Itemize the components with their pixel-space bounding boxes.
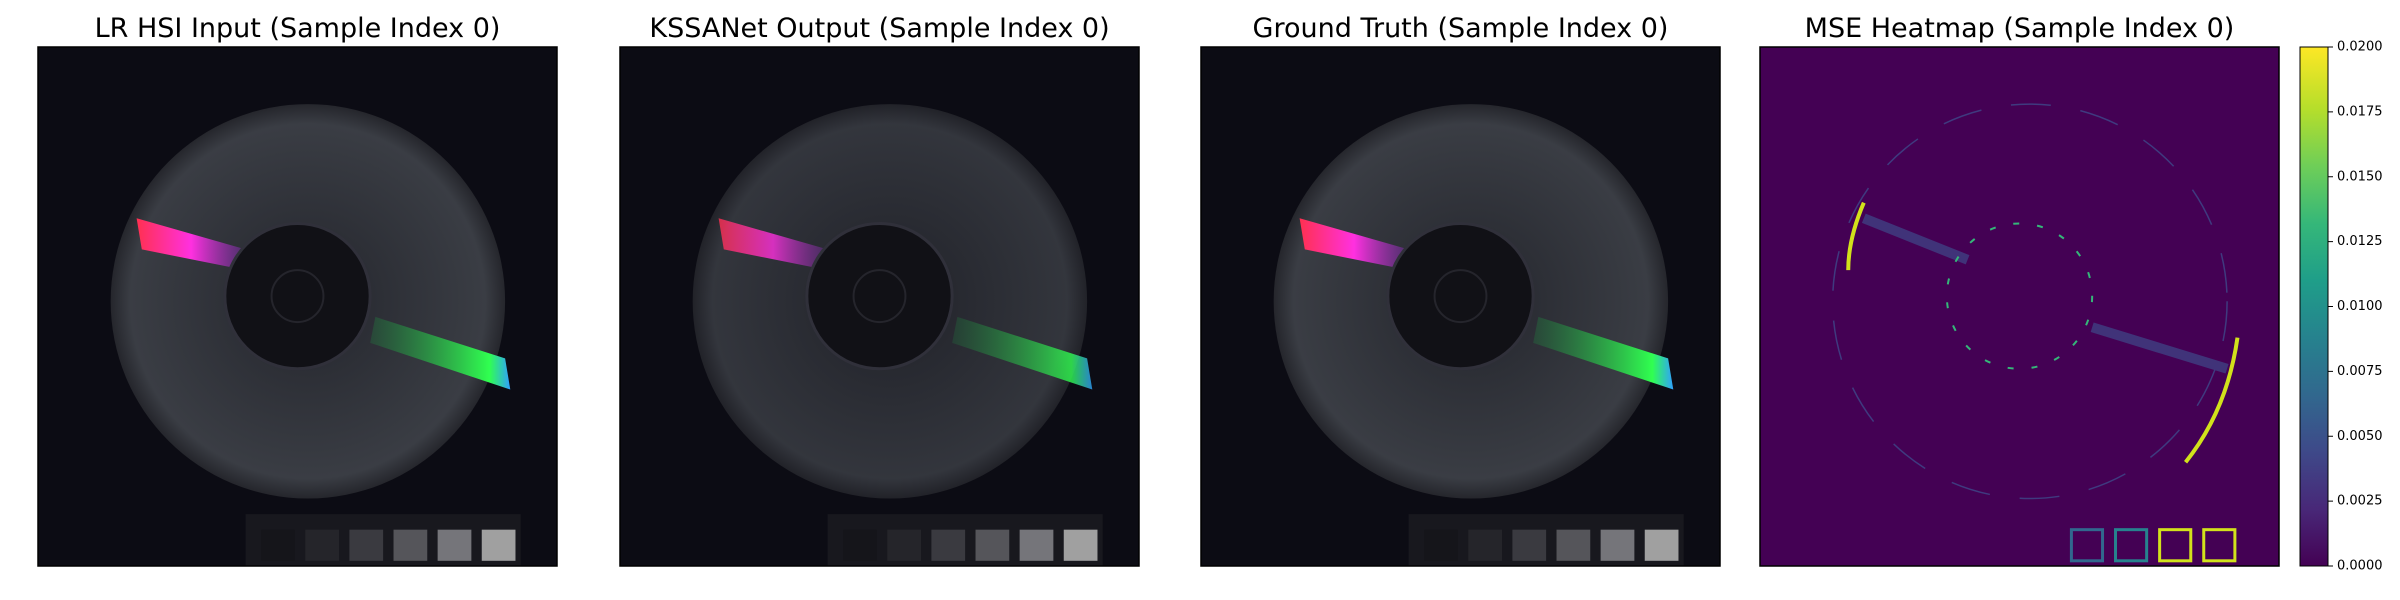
- gray-patch: [1644, 529, 1679, 561]
- gray-patch: [1512, 529, 1547, 561]
- panel: Ground Truth (Sample Index 0): [1200, 13, 1721, 567]
- panel: MSE Heatmap (Sample Index 0) 0.0000 0.0025…: [1759, 13, 2383, 574]
- colorbar-tick-label: 0.0025: [2337, 494, 2383, 509]
- heatmap-background: [1760, 47, 2279, 566]
- gray-patch: [1019, 529, 1054, 561]
- colorbar-tick-label: 0.0125: [2337, 234, 2383, 249]
- pink-band: [1299, 218, 1409, 271]
- gray-patch: [481, 529, 516, 561]
- panel-title: KSSANet Output (Sample Index 0): [649, 13, 1109, 44]
- gray-patch: [931, 529, 966, 561]
- panel-title: Ground Truth (Sample Index 0): [1253, 13, 1669, 44]
- image-content: [1201, 47, 1720, 566]
- gray-patch: [1063, 529, 1098, 561]
- panel-frame: [619, 46, 1140, 567]
- hub-inner: [852, 269, 907, 324]
- gray-patch: [1424, 529, 1458, 561]
- colorbar-tick-label: 0.0150: [2337, 169, 2383, 184]
- gray-patch: [887, 529, 922, 561]
- panel-frame: [1200, 46, 1721, 567]
- heatmap-content: [1760, 47, 2279, 566]
- error-band: [1861, 213, 2229, 374]
- hub: [805, 221, 954, 371]
- gray-patch: [975, 529, 1010, 561]
- panel-frame: [1759, 46, 2280, 567]
- gray-patch: [261, 529, 295, 561]
- gray-patch: [843, 529, 877, 561]
- colorbar-tick-label: 0.0200: [2337, 40, 2383, 55]
- patch-edge: [2114, 528, 2149, 563]
- gray-patch: [437, 529, 472, 561]
- error-arc: [1846, 201, 1866, 271]
- patch-edge: [2202, 528, 2237, 563]
- patch-edge: [2158, 528, 2193, 563]
- hub-inner: [270, 269, 325, 324]
- green-band: [952, 316, 1093, 390]
- colorbar-tick-label: 0.0000: [2337, 559, 2383, 574]
- pink-band: [136, 218, 246, 271]
- colorbar-tick-label: 0.0050: [2337, 429, 2383, 444]
- pink-band: [718, 218, 828, 271]
- hub-errors: [1945, 222, 2094, 370]
- colorbar-tick-label: 0.0075: [2337, 364, 2383, 379]
- colorbar: [2299, 46, 2329, 567]
- colorbar-tick-label: 0.0175: [2337, 104, 2383, 119]
- panel: LR HSI Input (Sample Index 0): [37, 13, 558, 567]
- panel-title: LR HSI Input (Sample Index 0): [95, 13, 501, 44]
- patch-edge: [2069, 528, 2105, 563]
- green-band: [370, 316, 511, 390]
- gray-patch: [349, 529, 384, 561]
- image-content: [38, 47, 557, 566]
- gray-patch: [1600, 529, 1635, 561]
- image-content: [620, 47, 1139, 566]
- hub-inner: [1433, 269, 1488, 324]
- gray-patch: [305, 529, 340, 561]
- gray-patch: [1556, 529, 1591, 561]
- green-band: [1533, 316, 1674, 390]
- gray-patch: [1468, 529, 1503, 561]
- gray-patch: [393, 529, 428, 561]
- panel-title: MSE Heatmap (Sample Index 0): [1805, 13, 2235, 44]
- disc-edge: [1831, 103, 2228, 500]
- colorbar-tick-label: 0.0100: [2337, 299, 2383, 314]
- panel: KSSANet Output (Sample Index 0): [619, 13, 1140, 567]
- error-arc: [2184, 337, 2240, 464]
- hub: [1386, 221, 1535, 371]
- panel-frame: [37, 46, 558, 567]
- hub: [223, 221, 372, 371]
